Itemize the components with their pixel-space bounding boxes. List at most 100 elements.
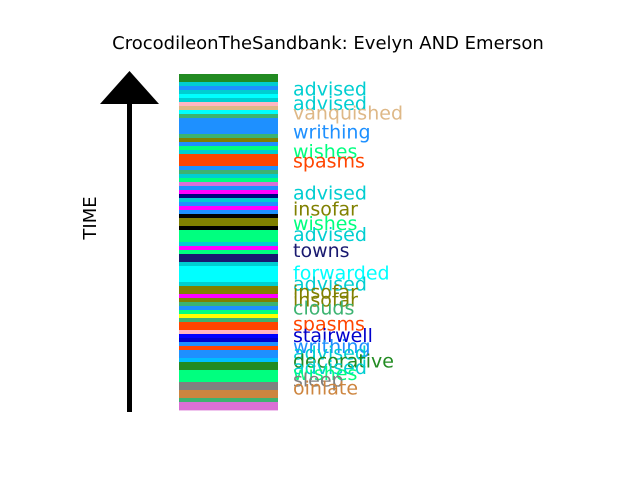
band-segment: [179, 286, 278, 291]
band-segment: [179, 334, 278, 339]
band-segment: [179, 250, 278, 255]
band-segment: [179, 222, 278, 227]
band-segment: [179, 194, 278, 199]
band-label: spasms: [293, 314, 365, 336]
band-label: oinlate: [293, 378, 358, 400]
band-label: wishes: [293, 213, 357, 235]
band-segment: [179, 302, 278, 307]
band-label: spasms: [293, 150, 365, 172]
band-segment: [179, 338, 278, 343]
band-label: writhing: [293, 336, 371, 358]
band-segment: [179, 110, 278, 115]
band-segment: [179, 186, 278, 191]
band-segment: [179, 158, 278, 163]
band-segment: [179, 242, 278, 247]
band-segment: [179, 258, 278, 263]
band-segment: [179, 374, 278, 379]
band-label: wishes: [293, 363, 357, 385]
band-segment: [179, 114, 278, 119]
band-segment: [179, 254, 278, 259]
band-segment: [179, 282, 278, 287]
band-segment: [179, 306, 278, 311]
band-segment: [179, 270, 278, 275]
band-segment: [179, 230, 278, 235]
band-segment: [179, 290, 278, 295]
band-segment: [179, 78, 278, 83]
band-label: insofar: [293, 290, 358, 312]
band-segment: [179, 202, 278, 207]
band-label: advised: [293, 93, 367, 115]
band-segment: [179, 90, 278, 95]
band-segment: [179, 94, 278, 99]
band-segment: [179, 150, 278, 155]
band-segment: [179, 86, 278, 91]
band-segment: [179, 238, 278, 243]
band-label: insofar: [293, 198, 358, 220]
band-segment: [179, 278, 278, 283]
band-segment: [179, 118, 278, 123]
band-label: sleep: [293, 370, 344, 392]
band-segment: [179, 362, 278, 367]
band-segment: [179, 378, 278, 383]
time-arrow-head: [100, 71, 159, 104]
band-segment: [179, 326, 278, 331]
band-segment: [179, 394, 278, 399]
time-arrow: [100, 71, 159, 412]
band-segment: [179, 266, 278, 271]
band-label: clouds: [293, 298, 354, 320]
band-segment: [179, 182, 278, 187]
band-segment: [179, 106, 278, 111]
band-segment: [179, 406, 278, 411]
band-segment: [179, 74, 278, 79]
band-segment: [179, 142, 278, 147]
band-segment: [179, 174, 278, 179]
band-segment: [179, 402, 278, 407]
band-segment: [179, 98, 278, 103]
band-segment: [179, 166, 278, 171]
band-segment: [179, 82, 278, 87]
band-label: advised: [293, 182, 367, 204]
band-label: insofar: [293, 282, 358, 304]
band-segment: [179, 190, 278, 195]
band-segment: [179, 246, 278, 251]
band-segment: [179, 366, 278, 371]
band-segment: [179, 354, 278, 359]
band-segment: [179, 350, 278, 355]
band-segment: [179, 398, 278, 403]
band-segment: [179, 386, 278, 391]
band-segment: [179, 226, 278, 231]
band-segment: [179, 154, 278, 159]
band-segment: [179, 130, 278, 135]
band-label: advised: [293, 357, 367, 379]
band-segment: [179, 294, 278, 299]
band-segment: [179, 178, 278, 183]
band-label: writhing: [293, 122, 371, 144]
band-label: towns: [293, 240, 350, 262]
band-segment: [179, 358, 278, 363]
band-segment: [179, 318, 278, 323]
band-labels: advisedadvisedvanquishedwrithingwishessp…: [293, 78, 403, 399]
band-segment: [179, 370, 278, 375]
band-segment: [179, 138, 278, 143]
band-segment: [179, 310, 278, 315]
band-segment: [179, 122, 278, 127]
band-segment: [179, 342, 278, 347]
band-segment: [179, 146, 278, 151]
band-label: advised: [293, 78, 367, 100]
band-segment: [179, 162, 278, 167]
band-segment: [179, 322, 278, 327]
band-segment: [179, 198, 278, 203]
band-segment: [179, 210, 278, 215]
band-label: advised: [293, 342, 367, 364]
band-segment: [179, 314, 278, 319]
band-label: forwarded: [293, 262, 390, 284]
band-segment: [179, 262, 278, 267]
band-segment: [179, 298, 278, 303]
band-segment: [179, 390, 278, 395]
time-arrow-shaft: [127, 100, 132, 412]
band-segment: [179, 330, 278, 335]
band-label: advised: [293, 274, 367, 296]
chart-title: CrocodileonTheSandbank: Evelyn AND Emers…: [112, 33, 544, 54]
band-label: stairwell: [293, 325, 373, 347]
